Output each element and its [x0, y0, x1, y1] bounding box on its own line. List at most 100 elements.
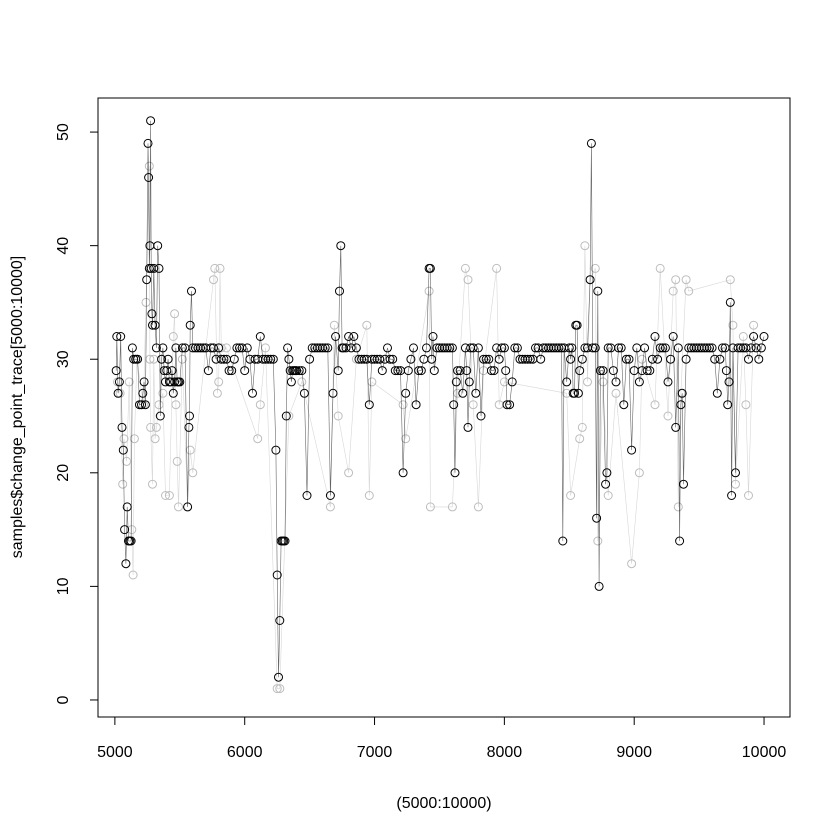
data-point — [185, 320, 195, 330]
data-point — [414, 366, 424, 376]
data-point — [144, 161, 154, 171]
data-point — [242, 343, 252, 353]
data-point — [128, 570, 138, 580]
data-point — [494, 354, 504, 364]
data-point — [187, 286, 196, 296]
data-point — [212, 388, 222, 398]
data-point — [268, 354, 278, 364]
data-point — [167, 366, 177, 376]
data-point — [449, 400, 459, 410]
data-point — [588, 343, 598, 353]
data-point — [111, 366, 121, 376]
data-point — [611, 377, 621, 387]
data-point — [647, 354, 657, 364]
data-point — [185, 445, 195, 455]
data-point — [673, 343, 683, 353]
data-point — [476, 411, 486, 421]
data-point — [684, 286, 694, 296]
data-point — [671, 422, 681, 432]
data-point — [124, 377, 134, 387]
data-point — [744, 354, 753, 364]
data-point — [455, 366, 465, 376]
data-point — [154, 400, 164, 410]
data-point — [275, 684, 285, 694]
data-point — [161, 377, 170, 387]
data-point — [759, 332, 769, 341]
data-point — [567, 343, 577, 353]
data-point — [172, 456, 182, 466]
data-point — [139, 377, 149, 387]
data-point — [144, 173, 154, 182]
data-point — [150, 320, 160, 330]
data-point — [570, 388, 579, 398]
data-point — [398, 468, 408, 478]
data-point — [177, 343, 187, 353]
data-point — [150, 434, 160, 444]
data-point — [344, 468, 354, 478]
data-point — [323, 343, 333, 353]
data-point — [147, 309, 157, 319]
data-point — [573, 388, 583, 398]
data-point — [741, 343, 751, 353]
data-point — [486, 366, 496, 376]
data-point — [263, 354, 273, 364]
data-point — [721, 366, 731, 376]
data-point — [590, 343, 600, 353]
data-point — [112, 332, 122, 341]
data-point — [305, 354, 315, 364]
data-point — [138, 388, 148, 398]
data-point — [453, 366, 463, 376]
data-point — [468, 343, 478, 353]
x-tick-label: 7000 — [357, 744, 393, 761]
data-point — [603, 491, 613, 500]
data-point — [427, 354, 437, 364]
data-point — [240, 366, 250, 376]
series-line — [117, 166, 754, 689]
data-point — [237, 343, 247, 353]
data-point — [422, 343, 431, 353]
data-point — [341, 343, 351, 353]
data-point — [590, 263, 600, 273]
data-point — [705, 343, 714, 353]
data-point — [583, 377, 592, 387]
data-point — [497, 343, 507, 353]
data-point — [642, 366, 652, 376]
data-point — [675, 536, 685, 546]
data-point — [388, 354, 398, 364]
y-tick-label: 10 — [55, 577, 72, 595]
data-point — [575, 434, 585, 444]
data-point — [148, 479, 157, 489]
data-point — [148, 320, 157, 330]
data-point — [281, 411, 291, 421]
data-point — [577, 354, 587, 364]
data-point — [328, 388, 338, 398]
data-point — [614, 343, 624, 353]
data-point — [122, 502, 132, 512]
y-tick-label: 0 — [55, 695, 72, 704]
data-point — [471, 388, 481, 398]
data-point — [141, 297, 151, 307]
x-tick-label: 6000 — [227, 744, 263, 761]
data-point — [681, 354, 691, 364]
data-point — [666, 354, 676, 364]
data-point — [157, 354, 167, 364]
y-tick-label: 50 — [55, 123, 72, 141]
data-point — [215, 263, 225, 273]
data-point — [645, 366, 655, 376]
plot-frame — [97, 97, 791, 718]
data-point — [601, 479, 611, 489]
data-point — [209, 275, 218, 285]
data-point — [558, 536, 568, 546]
data-point — [163, 354, 173, 364]
data-point — [137, 400, 146, 410]
data-point — [585, 275, 595, 285]
data-point — [725, 297, 735, 307]
data-point — [331, 332, 341, 341]
data-point — [586, 138, 596, 148]
data-point — [640, 343, 650, 353]
data-point — [676, 400, 686, 410]
data-point — [575, 366, 585, 376]
data-point — [429, 366, 439, 376]
data-point — [725, 275, 735, 285]
data-point — [362, 320, 372, 330]
